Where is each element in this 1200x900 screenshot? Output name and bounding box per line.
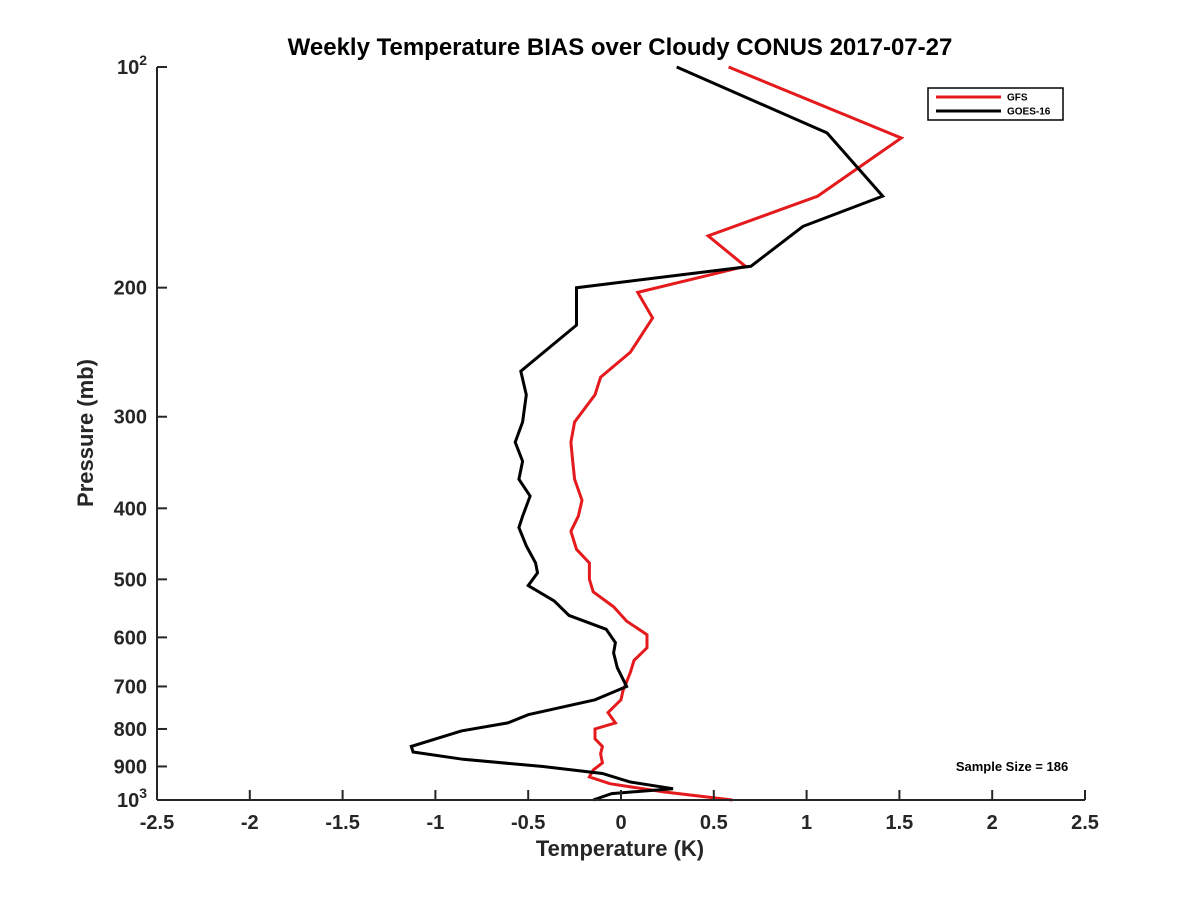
x-tick-label: -2.5 [140,812,174,834]
x-tick-label: 2 [987,812,998,834]
y-tick-label: 500 [114,569,147,591]
x-tick-label: 2.5 [1071,812,1099,834]
legend: GFS GOES-16 [927,87,1064,121]
y-tick-label: 103 [117,785,147,812]
x-tick-label: 1 [801,812,812,834]
legend-label: GOES-16 [1007,107,1051,118]
y-tick-label: 900 [114,756,147,778]
y-tick-label: 300 [114,407,147,429]
y-tick-label: 800 [114,719,147,741]
plot-area [409,65,905,802]
y-tick-label: 700 [114,676,147,698]
sample-size-annotation: Sample Size = 186 [956,759,1068,774]
x-tick-label: -0.5 [511,812,545,834]
x-tick-label: -2 [241,812,259,834]
x-tick-label: -1 [427,812,445,834]
x-tick-label: -1.5 [325,812,359,834]
x-axis-label: Temperature (K) [536,836,704,861]
series-line-goes-16 [409,65,886,802]
axes: -2.5 -2 -1.5 -1 -0.5 0 0.5 1 1.5 2 2.5 102 200 300 400… [114,52,1099,834]
legend-label: GFS [1007,93,1028,104]
legend-box [927,87,1064,121]
x-tick-label: 0 [615,812,626,834]
y-axis-label: Pressure (mb) [73,359,98,507]
x-tick-label: 0.5 [700,812,728,834]
series-line-gfs [569,65,905,802]
y-tick-label: 102 [117,52,147,79]
y-tick-label: 200 [114,278,147,300]
chart-title: Weekly Temperature BIAS over Cloudy CONU… [288,34,953,61]
y-tick-label: 400 [114,498,147,520]
x-tick-label: 1.5 [885,812,913,834]
y-tick-label: 600 [114,627,147,649]
